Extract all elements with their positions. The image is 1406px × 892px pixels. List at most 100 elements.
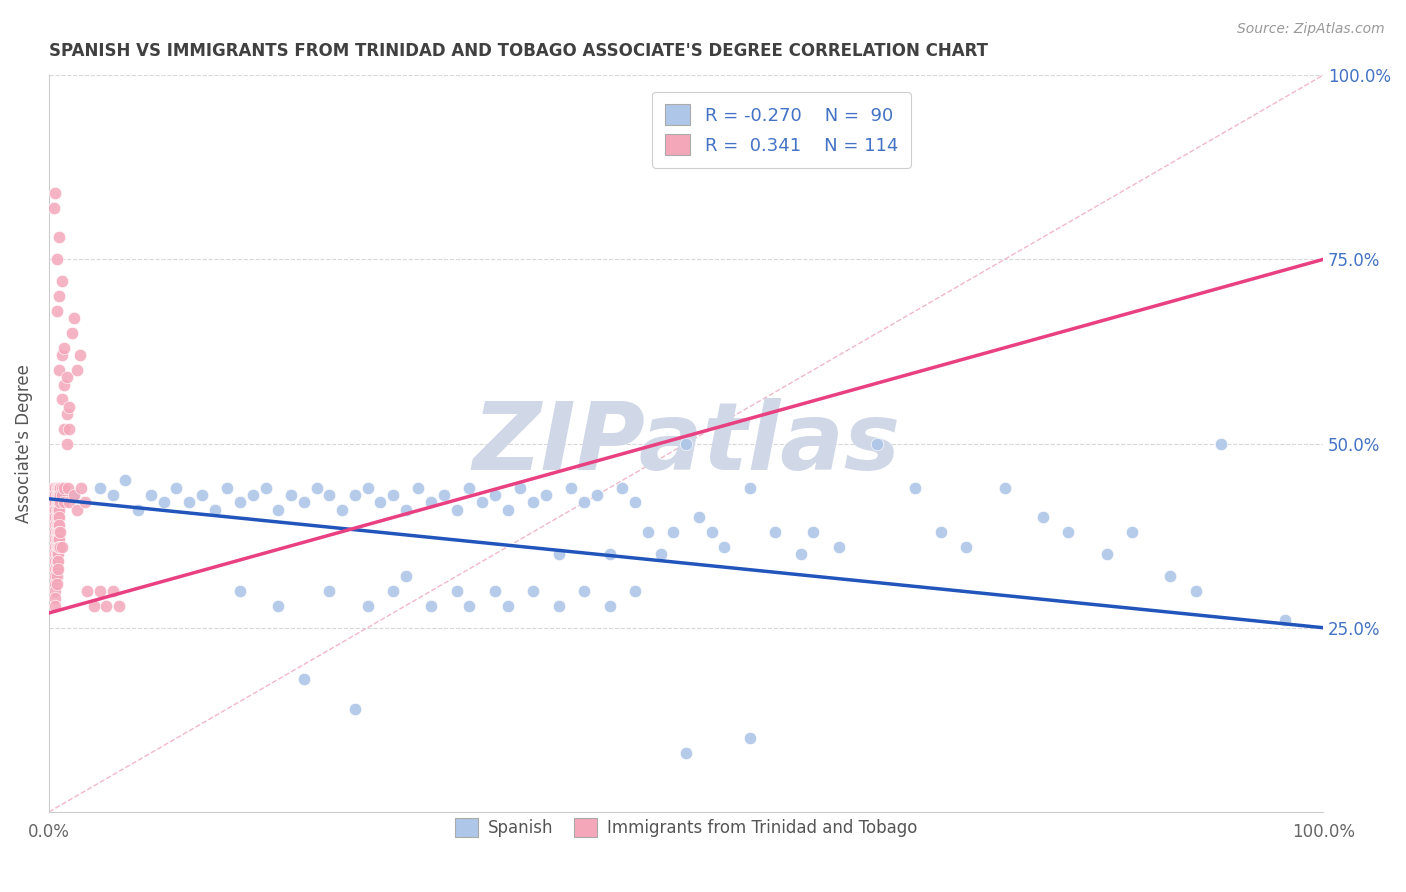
Point [45, 481, 67, 495]
Point [89, 583, 111, 598]
Point [267, 599, 290, 613]
Point [45, 533, 67, 547]
Point [46, 524, 69, 539]
Point [83, 599, 105, 613]
Point [305, 481, 328, 495]
Point [48, 540, 70, 554]
Point [688, 510, 710, 524]
Legend: Spanish, Immigrants from Trinidad and Tobago: Spanish, Immigrants from Trinidad and To… [449, 812, 924, 844]
Point [42, 481, 65, 495]
Point [45, 562, 67, 576]
Point [42, 488, 65, 502]
Point [44, 186, 66, 200]
Point [58, 495, 80, 509]
Point [46, 533, 69, 547]
Point [44, 562, 66, 576]
Text: SPANISH VS IMMIGRANTS FROM TRINIDAD AND TOBAGO ASSOCIATE'S DEGREE CORRELATION CH: SPANISH VS IMMIGRANTS FROM TRINIDAD AND … [49, 42, 988, 60]
Point [204, 503, 226, 517]
Point [45, 488, 67, 502]
Point [803, 524, 825, 539]
Point [738, 481, 761, 495]
Point [44, 583, 66, 598]
Point [46, 488, 69, 502]
Point [45, 547, 67, 561]
Point [51, 488, 73, 502]
Point [586, 488, 609, 502]
Point [96, 599, 118, 613]
Point [46, 554, 69, 568]
Point [356, 599, 378, 613]
Point [45, 569, 67, 583]
Text: Source: ZipAtlas.com: Source: ZipAtlas.com [1237, 22, 1385, 37]
Point [1211, 436, 1233, 450]
Point [408, 481, 430, 495]
Point [48, 524, 70, 539]
Point [1159, 569, 1181, 583]
Point [547, 547, 569, 561]
Point [49, 488, 72, 502]
Point [738, 731, 761, 746]
Point [48, 481, 70, 495]
Y-axis label: Associate's Degree: Associate's Degree [15, 364, 32, 523]
Point [572, 495, 595, 509]
Point [675, 436, 697, 450]
Point [49, 524, 72, 539]
Point [1274, 613, 1296, 627]
Point [471, 495, 494, 509]
Point [254, 481, 277, 495]
Point [45, 576, 67, 591]
Point [44, 554, 66, 568]
Point [48, 230, 70, 244]
Point [45, 524, 67, 539]
Point [114, 474, 136, 488]
Text: ZIPatlas: ZIPatlas [472, 398, 900, 490]
Point [420, 495, 443, 509]
Point [127, 503, 149, 517]
Point [49, 495, 72, 509]
Point [624, 583, 647, 598]
Point [63, 488, 86, 502]
Point [191, 488, 214, 502]
Point [496, 599, 519, 613]
Point [790, 547, 813, 561]
Point [496, 503, 519, 517]
Point [44, 540, 66, 554]
Point [46, 503, 69, 517]
Point [547, 599, 569, 613]
Point [45, 503, 67, 517]
Point [395, 503, 418, 517]
Point [46, 562, 69, 576]
Point [929, 524, 952, 539]
Point [292, 673, 315, 687]
Point [229, 495, 252, 509]
Point [49, 481, 72, 495]
Point [599, 547, 621, 561]
Point [63, 311, 86, 326]
Point [560, 481, 582, 495]
Point [48, 510, 70, 524]
Point [44, 481, 66, 495]
Point [101, 583, 124, 598]
Point [51, 392, 73, 407]
Point [44, 503, 66, 517]
Point [152, 495, 174, 509]
Point [49, 540, 72, 554]
Point [56, 370, 79, 384]
Point [1184, 583, 1206, 598]
Point [51, 275, 73, 289]
Point [675, 746, 697, 760]
Point [44, 533, 66, 547]
Point [165, 481, 187, 495]
Point [42, 201, 65, 215]
Point [229, 583, 252, 598]
Point [73, 495, 96, 509]
Point [66, 363, 89, 377]
Point [330, 503, 353, 517]
Point [44, 488, 66, 502]
Point [46, 481, 69, 495]
Point [624, 495, 647, 509]
Point [904, 481, 927, 495]
Point [58, 400, 80, 414]
Point [1057, 524, 1080, 539]
Point [599, 599, 621, 613]
